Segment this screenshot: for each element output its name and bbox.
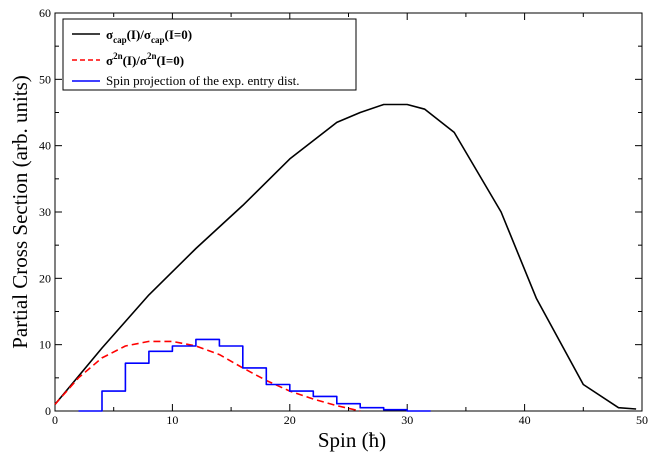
x-tick-label: 50	[636, 413, 648, 427]
axis-ticks: 0 10 20 30 40 50 0 10 20 30 40 50 60	[39, 6, 648, 427]
x-axis-title-close: )	[379, 428, 386, 452]
y-tick-label: 0	[45, 404, 51, 418]
y-tick-label: 10	[39, 338, 51, 352]
legend-label-2n: σ2n(I)/σ2n(I=0)	[106, 51, 184, 68]
series-sigma-cap-line	[54, 103, 637, 410]
legend-box	[62, 18, 357, 91]
x-axis-title-main: Spin (	[318, 428, 369, 452]
series-spin-projection-histogram	[78, 338, 431, 412]
x-tick-label: 40	[519, 413, 531, 427]
series-layer	[54, 103, 637, 412]
x-tick-label: 20	[284, 413, 296, 427]
y-axis-title: Partial Cross Section (arb. units)	[8, 75, 32, 349]
x-tick-label: 30	[401, 413, 413, 427]
series-sigma-2n-dashed-line	[54, 340, 361, 412]
legend-label-spin: Spin projection of the exp. entry dist.	[106, 73, 300, 88]
legend: σcap(I)/σcap(I=0) σ2n(I)/σ2n(I=0) Spin p…	[62, 18, 357, 91]
y-tick-label: 40	[39, 139, 51, 153]
x-tick-label: 0	[52, 413, 58, 427]
y-tick-label: 60	[39, 6, 51, 20]
y-tick-label: 50	[39, 72, 51, 86]
x-tick-label: 10	[166, 413, 178, 427]
y-tick-label: 20	[39, 271, 51, 285]
x-axis-title: Spin (ħ)	[318, 428, 386, 452]
x-axis-title-unit: ħ	[369, 428, 380, 452]
y-tick-label: 30	[39, 205, 51, 219]
legend-label-cap: σcap(I)/σcap(I=0)	[106, 27, 192, 45]
